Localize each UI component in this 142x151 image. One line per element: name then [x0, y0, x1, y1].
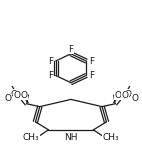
Text: O: O: [11, 90, 18, 99]
Text: CH₃: CH₃: [22, 133, 39, 142]
Text: O: O: [20, 91, 27, 100]
Text: F: F: [89, 71, 94, 80]
Text: F: F: [48, 71, 53, 80]
Text: O: O: [114, 91, 121, 100]
Text: O: O: [14, 91, 21, 100]
Text: NH: NH: [64, 133, 78, 142]
Text: CH₃: CH₃: [103, 133, 119, 142]
Text: O: O: [5, 94, 12, 103]
Text: F: F: [68, 45, 74, 54]
Text: O: O: [124, 90, 131, 99]
Text: O: O: [122, 91, 129, 100]
Text: F: F: [89, 56, 94, 66]
Text: F: F: [48, 56, 53, 66]
Text: O: O: [132, 94, 139, 103]
